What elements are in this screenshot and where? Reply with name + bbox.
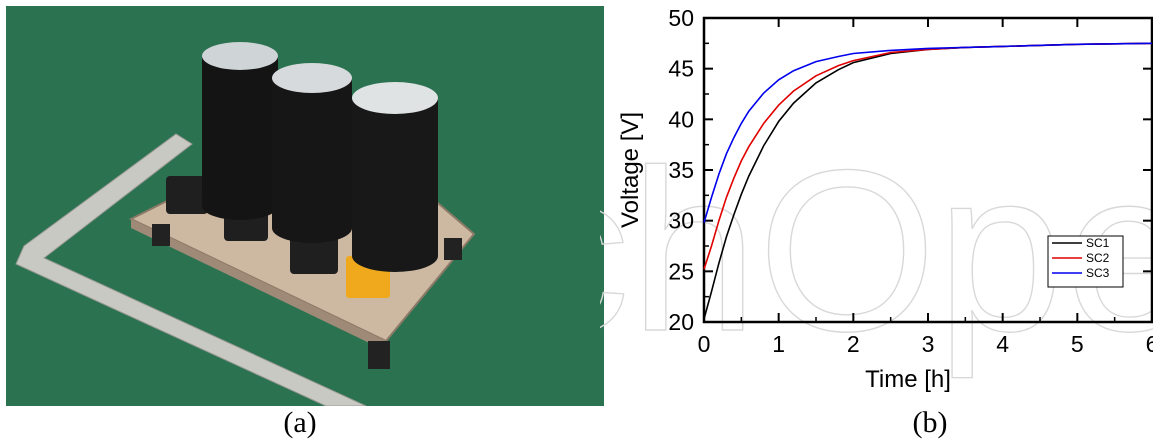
board-foot-icon xyxy=(152,224,170,246)
x-tick-label: 4 xyxy=(996,331,1009,357)
capacitor-board-photo xyxy=(6,6,604,406)
x-tick-label: 6 xyxy=(1146,331,1153,357)
x-tick-label: 2 xyxy=(847,331,860,357)
legend-box xyxy=(1047,235,1124,288)
y-tick-label: 25 xyxy=(668,258,694,284)
legend-label: SC1 xyxy=(1086,236,1110,250)
capacitor-icon xyxy=(272,63,352,243)
caption-b: (b) xyxy=(912,406,948,439)
y-tick-label: 50 xyxy=(668,5,694,31)
y-tick-label: 35 xyxy=(668,157,694,183)
series-line-sc3 xyxy=(703,42,1153,223)
board-foot-icon xyxy=(368,341,390,369)
x-tick-label: 0 xyxy=(698,331,711,357)
ruler-icon xyxy=(15,133,367,406)
y-tick-label: 20 xyxy=(668,309,694,335)
board-edge xyxy=(131,219,386,351)
x-tick-label: 5 xyxy=(1071,331,1084,357)
y-axis-label: Voltage [V] xyxy=(617,112,644,228)
board-foot-icon xyxy=(444,238,462,260)
x-axis-label: Time [h] xyxy=(865,366,951,393)
x-tick-label: 1 xyxy=(772,331,785,357)
y-tick-label: 40 xyxy=(668,106,694,132)
legend-label: SC3 xyxy=(1086,266,1110,280)
capacitor-icon xyxy=(352,82,438,272)
y-tick-label: 30 xyxy=(668,208,694,234)
terminal-block-icon xyxy=(166,176,208,214)
capacitor-icon xyxy=(202,42,278,220)
legend-label: SC2 xyxy=(1086,251,1110,265)
photo-panel xyxy=(6,6,604,406)
caption-a: (a) xyxy=(283,406,317,439)
y-tick-label: 45 xyxy=(668,56,694,82)
x-tick-label: 3 xyxy=(922,331,935,357)
